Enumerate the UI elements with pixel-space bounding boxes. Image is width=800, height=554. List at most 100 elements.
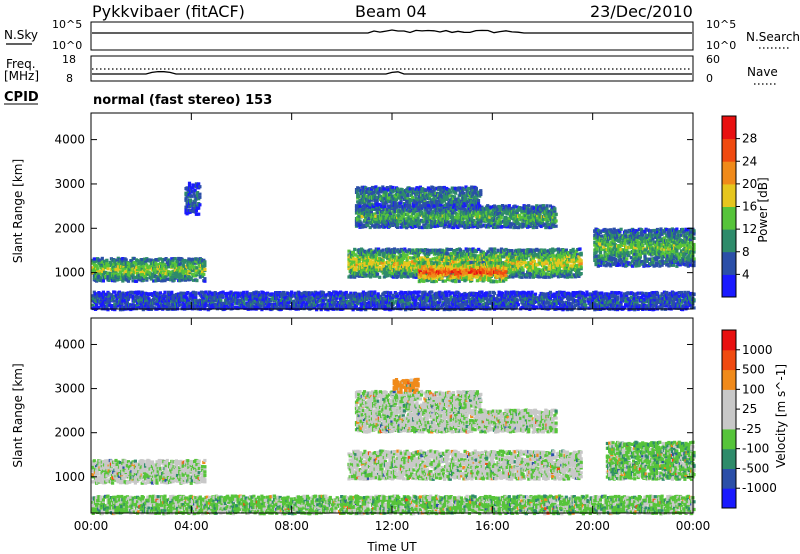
echo-cell-1 — [425, 248, 430, 252]
echo-cell-1 — [491, 259, 496, 263]
echo-cell-1 — [378, 252, 382, 257]
echo-cell-1 — [555, 256, 559, 260]
echo-cell-0 — [145, 263, 149, 267]
echo-cell-0 — [98, 269, 102, 273]
echo-cell-3 — [554, 219, 558, 223]
echo-cell-0 — [101, 273, 105, 277]
echo-cell-1 — [523, 261, 527, 265]
echo-cell-2 — [421, 264, 425, 268]
echo-cell-0 — [96, 269, 100, 273]
echo-cell-1 — [361, 248, 365, 252]
echo-cell-0 — [191, 268, 196, 272]
echo-cell-2 — [447, 267, 451, 272]
echo-cell-2 — [488, 264, 492, 268]
echo-cell-1 — [458, 250, 463, 254]
echo-cell-1 — [537, 249, 541, 253]
echo-cell-0 — [121, 279, 125, 283]
echo-cell-0 — [96, 278, 100, 282]
echo-cell-1 — [527, 261, 531, 265]
echo-cell-0 — [149, 262, 153, 266]
echo-cell-0 — [174, 271, 178, 275]
echo-cell-1 — [537, 275, 541, 279]
echo-cell-3 — [554, 224, 558, 228]
echo-cell-2 — [462, 276, 466, 280]
echo-cell-0 — [172, 278, 176, 282]
echo-cell-2 — [495, 280, 499, 284]
echo-cell-0 — [106, 274, 110, 278]
echo-cell-0 — [187, 257, 191, 261]
echo-cell-0 — [196, 258, 200, 262]
echo-cell-1 — [531, 258, 535, 262]
echo-cell-1 — [413, 261, 417, 265]
echo-cell-2 — [504, 277, 508, 281]
echo-cell-1 — [512, 270, 516, 274]
echo-cell-1 — [511, 255, 515, 259]
echo-cell-0 — [195, 268, 199, 273]
echo-cell-0 — [164, 274, 168, 278]
echo-cell-2 — [464, 271, 468, 275]
echo-cell-1 — [454, 260, 458, 264]
echo-cell-0 — [104, 266, 108, 270]
echo-cell-1 — [565, 263, 570, 267]
echo-cell-1 — [410, 256, 414, 260]
echo-cell-2 — [421, 278, 425, 282]
echo-cell-1 — [382, 264, 386, 269]
echo-cell-1 — [555, 263, 559, 267]
nsky-label: N.Sky — [4, 28, 38, 42]
echo-cell-1 — [444, 249, 448, 253]
echo-cell-3 — [370, 215, 375, 219]
echo-cell-1 — [531, 275, 535, 279]
echo-cell-1 — [576, 258, 580, 262]
echo-cell-2 — [432, 270, 436, 274]
echo-cell-0 — [150, 275, 155, 279]
echo-cell-1 — [406, 268, 410, 272]
echo-cell-4 — [398, 204, 402, 208]
echo-cell-0 — [101, 267, 105, 271]
echo-cell-0 — [201, 274, 205, 278]
echo-cell-2 — [470, 277, 474, 281]
echo-cell-3 — [364, 215, 368, 219]
echo-cell-1 — [579, 261, 583, 266]
echo-cell-2 — [491, 261, 495, 265]
echo-cell-1 — [412, 256, 416, 260]
echo-cell-1 — [399, 269, 403, 273]
echo-cell-2 — [498, 277, 502, 281]
echo-cell-0 — [116, 261, 120, 265]
echo-cell-1 — [513, 272, 517, 276]
echo-cell-4 — [474, 186, 478, 190]
echo-cell-3 — [380, 206, 384, 210]
echo-cell-0 — [166, 262, 170, 266]
echo-cell-1 — [551, 263, 555, 267]
echo-cell-2 — [458, 274, 462, 278]
echo-cell-1 — [531, 266, 535, 270]
echo-cell-0 — [164, 266, 168, 270]
echo-cell-0 — [140, 273, 144, 277]
echo-cell-1 — [378, 265, 382, 269]
echo-cell-1 — [397, 265, 401, 269]
echo-cell-1 — [349, 263, 353, 267]
echo-cell-3 — [354, 206, 359, 210]
echo-cell-0 — [149, 265, 153, 269]
echo-cell-1 — [377, 261, 381, 265]
echo-cell-4 — [426, 204, 430, 208]
echo-cell-2 — [500, 266, 505, 270]
nsky-right-tick-top: 10^5 — [706, 18, 736, 31]
nsky-trace — [92, 29, 692, 34]
echo-cell-1 — [352, 257, 356, 261]
echo-cell-1 — [410, 274, 414, 278]
echo-cell-3 — [378, 224, 383, 228]
echo-cell-1 — [510, 249, 514, 253]
echo-cell-4 — [453, 195, 457, 199]
echo-cell-1 — [555, 272, 559, 276]
echo-cell-1 — [358, 249, 362, 253]
echo-cell-1 — [577, 268, 581, 272]
echo-cell-1 — [443, 253, 447, 257]
echo-cell-1 — [562, 261, 566, 265]
echo-cell-5 — [619, 227, 623, 231]
echo-cell-1 — [429, 258, 433, 262]
echo-cell-1 — [385, 265, 389, 269]
echo-cell-1 — [447, 247, 451, 252]
echo-cell-0 — [145, 277, 149, 281]
echo-cell-1 — [449, 251, 453, 256]
echo-cell-1 — [537, 268, 541, 272]
